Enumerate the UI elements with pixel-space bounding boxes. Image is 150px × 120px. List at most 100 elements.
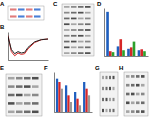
figure-canvas: ABCDEFGH xyxy=(0,0,150,120)
blot-band xyxy=(113,109,115,112)
blot-band xyxy=(141,110,145,113)
blot-band xyxy=(32,94,39,97)
blot-band xyxy=(131,75,135,78)
blot-band xyxy=(71,6,77,8)
blot-band xyxy=(141,101,145,104)
blot-band xyxy=(85,18,91,20)
blot-band xyxy=(64,6,70,8)
blot-band xyxy=(32,111,39,114)
bar xyxy=(83,82,85,112)
bar xyxy=(138,50,141,56)
bar xyxy=(76,99,78,112)
blot-band xyxy=(85,6,91,8)
blot-band xyxy=(136,110,140,113)
blot-band xyxy=(78,12,84,14)
blot-panel xyxy=(124,72,148,116)
blot-band xyxy=(141,84,145,87)
blot-band xyxy=(85,41,91,43)
blot-band xyxy=(71,29,77,31)
blot-band xyxy=(16,94,23,97)
axis-line xyxy=(8,33,9,61)
blot-band xyxy=(78,29,84,31)
chart xyxy=(55,73,93,113)
bar xyxy=(143,51,146,56)
axis-line xyxy=(9,60,49,61)
blot-band xyxy=(71,23,77,25)
bar xyxy=(65,85,67,112)
blot-band xyxy=(24,85,31,88)
axis-line xyxy=(55,112,93,113)
blot-band xyxy=(113,87,115,90)
blot-band xyxy=(32,102,39,105)
blot-band xyxy=(106,87,108,90)
blot-band xyxy=(26,8,33,10)
blot-band xyxy=(113,76,115,79)
blot-band xyxy=(102,87,104,90)
blot-band xyxy=(32,85,39,88)
bar xyxy=(74,92,76,112)
blot-panel xyxy=(8,6,44,20)
blot-band xyxy=(126,75,130,78)
blot-panel xyxy=(100,72,118,116)
blot-frame xyxy=(6,74,42,116)
blot-band xyxy=(64,52,70,54)
panel-letter: G xyxy=(95,65,100,71)
bar xyxy=(79,105,81,112)
blot-band xyxy=(109,76,111,79)
blot-band xyxy=(78,35,84,37)
blot-band xyxy=(16,102,23,105)
axis-line xyxy=(105,56,149,57)
blot-band xyxy=(24,111,31,114)
panel-letter: B xyxy=(0,24,5,30)
blot-band xyxy=(109,98,111,101)
blot-band xyxy=(131,84,135,87)
blot-band xyxy=(136,75,140,78)
blot-band xyxy=(109,109,111,112)
blot-band xyxy=(71,35,77,37)
blot-band xyxy=(85,52,91,54)
blot-band xyxy=(126,110,130,113)
blot-band xyxy=(85,29,91,31)
blot-band xyxy=(34,8,41,10)
blot-band xyxy=(64,18,70,20)
blot-band xyxy=(85,35,91,37)
bar xyxy=(119,39,122,56)
blot-band xyxy=(136,93,140,96)
blot-band xyxy=(85,12,91,14)
blot-band xyxy=(24,102,31,105)
plot-area xyxy=(106,12,146,56)
series-line xyxy=(8,36,48,56)
bar xyxy=(56,79,58,112)
blot-band xyxy=(131,93,135,96)
blot-band xyxy=(131,110,135,113)
blot-band xyxy=(24,77,31,80)
blot-band xyxy=(64,29,70,31)
blot-band xyxy=(109,87,111,90)
bar xyxy=(88,95,90,112)
blot-band xyxy=(78,23,84,25)
blot-band xyxy=(126,84,130,87)
blot-band xyxy=(24,94,31,97)
blot-band xyxy=(64,46,70,48)
blot-band xyxy=(126,101,130,104)
x-axis xyxy=(9,60,49,61)
blot-band xyxy=(78,18,84,20)
panel-letter: F xyxy=(44,65,48,71)
bar xyxy=(140,49,143,56)
blot-band xyxy=(113,98,115,101)
bar xyxy=(127,49,130,56)
bar xyxy=(112,52,115,56)
bar xyxy=(61,89,63,112)
blot-band xyxy=(16,111,23,114)
blot-band xyxy=(8,85,15,88)
y-axis xyxy=(104,9,105,57)
blot-band xyxy=(136,84,140,87)
blot-band xyxy=(106,76,108,79)
blot-band xyxy=(106,98,108,101)
figure: ABCDEFGH xyxy=(0,0,150,120)
blot-band xyxy=(141,93,145,96)
blot-band xyxy=(18,15,25,17)
blot-frame xyxy=(62,4,94,56)
blot-band xyxy=(71,18,77,20)
blot-band xyxy=(8,77,15,80)
